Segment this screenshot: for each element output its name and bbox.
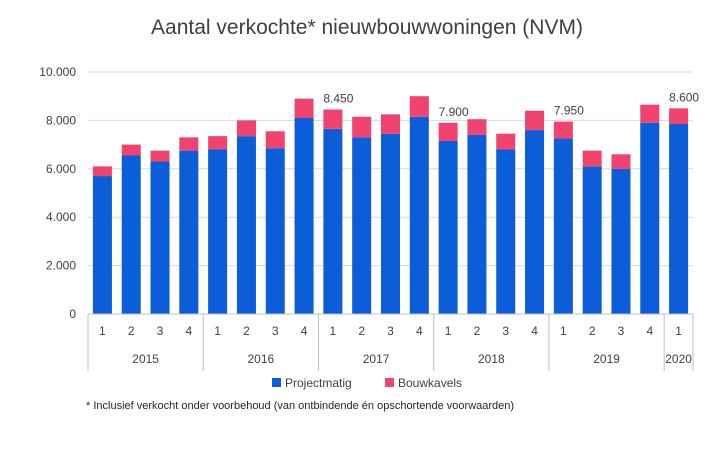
bar-bouwkavels-1 <box>121 144 141 156</box>
bar-bouwkavels-11 <box>409 96 429 117</box>
bar-bouwkavels-14 <box>496 133 516 150</box>
bar-projectmatig-8 <box>323 128 343 314</box>
x-tick-label: 3 <box>618 324 625 338</box>
x-tick-label: 2 <box>358 324 365 338</box>
footnote: * Inclusief verkocht onder voorbehoud (v… <box>86 400 514 412</box>
bar-bouwkavels-8 <box>323 109 343 129</box>
bar-projectmatig-0 <box>92 176 112 314</box>
legend-label-bouwkavels: Bouwkavels <box>398 376 462 390</box>
bar-bouwkavels-12 <box>438 122 458 141</box>
chart-title: Aantal verkochte* nieuwbouwwoningen (NVM… <box>151 16 583 39</box>
year-label-2016: 2016 <box>248 352 275 366</box>
data-label: 8.450 <box>323 92 353 106</box>
bar-projectmatig-19 <box>640 122 660 314</box>
x-tick-label: 1 <box>330 324 337 338</box>
bar-bouwkavels-2 <box>150 150 170 162</box>
year-label-2019: 2019 <box>593 352 620 366</box>
x-tick-label: 2 <box>243 324 250 338</box>
year-label-2017: 2017 <box>363 352 390 366</box>
x-tick-label: 4 <box>416 324 423 338</box>
x-tick-label: 1 <box>560 324 567 338</box>
x-tick-label: 2 <box>474 324 481 338</box>
x-tick-label: 1 <box>445 324 452 338</box>
bar-bouwkavels-6 <box>265 131 285 149</box>
bar-projectmatig-14 <box>496 149 516 314</box>
year-label-2015: 2015 <box>132 352 159 366</box>
bar-bouwkavels-0 <box>92 166 112 177</box>
bar-bouwkavels-15 <box>525 110 545 131</box>
bar-projectmatig-15 <box>525 130 545 314</box>
x-tick-label: 2 <box>589 324 596 338</box>
y-tick-label: 10.000 <box>39 65 76 79</box>
bar-projectmatig-18 <box>611 168 631 314</box>
x-tick-label: 3 <box>272 324 279 338</box>
x-tick-label: 3 <box>387 324 394 338</box>
bar-projectmatig-3 <box>179 150 199 314</box>
bar-projectmatig-17 <box>582 166 602 314</box>
data-label: 8.600 <box>669 90 699 104</box>
bar-bouwkavels-16 <box>553 121 573 139</box>
x-tick-label: 3 <box>502 324 509 338</box>
year-label-2018: 2018 <box>478 352 505 366</box>
y-tick-label: 4.000 <box>46 210 76 224</box>
bar-projectmatig-12 <box>438 140 458 314</box>
x-tick-label: 4 <box>185 324 192 338</box>
x-tick-label: 1 <box>214 324 221 338</box>
bar-bouwkavels-5 <box>236 120 256 137</box>
bar-bouwkavels-7 <box>294 98 314 118</box>
data-labels: 8.450 7.900 7.950 8.600 <box>323 90 699 119</box>
bar-projectmatig-6 <box>265 148 285 314</box>
bar-projectmatig-9 <box>352 137 372 314</box>
bar-projectmatig-20 <box>669 124 689 314</box>
bar-projectmatig-1 <box>121 155 141 314</box>
bar-bouwkavels-18 <box>611 154 631 169</box>
x-tick-label: 4 <box>531 324 538 338</box>
x-tick-label: 3 <box>157 324 164 338</box>
year-label-2020: 2020 <box>665 352 692 366</box>
bars <box>92 96 689 315</box>
bar-bouwkavels-17 <box>582 150 602 167</box>
bar-bouwkavels-10 <box>380 114 401 134</box>
bar-bouwkavels-20 <box>669 108 689 125</box>
x-tick-label: 1 <box>99 324 106 338</box>
y-axis: 0 2.000 4.000 6.000 8.000 10.000 <box>39 65 76 321</box>
bar-bouwkavels-13 <box>467 119 487 135</box>
y-tick-label: 8.000 <box>46 113 76 127</box>
y-tick-label: 2.000 <box>46 259 76 273</box>
x-tick-label: 4 <box>646 324 653 338</box>
bar-projectmatig-16 <box>553 138 573 314</box>
bar-projectmatig-11 <box>409 116 429 315</box>
x-axis: 1 2 3 4 1 2 3 4 1 2 3 4 1 2 3 4 1 2 3 4 1 2015 2016 2017 2018 201… <box>87 313 694 371</box>
bar-bouwkavels-9 <box>352 116 372 138</box>
legend: Projectmatig Bouwkavels <box>272 376 462 390</box>
bar-bouwkavels-19 <box>640 104 660 123</box>
y-tick-label: 6.000 <box>46 162 76 176</box>
bar-bouwkavels-4 <box>208 136 228 150</box>
legend-label-projectmatig: Projectmatig <box>285 376 352 390</box>
x-tick-label: 2 <box>128 324 135 338</box>
data-label: 7.900 <box>439 105 469 119</box>
bar-projectmatig-4 <box>208 149 228 314</box>
bar-projectmatig-10 <box>380 133 401 314</box>
bar-projectmatig-2 <box>150 161 170 314</box>
x-tick-label: 1 <box>675 324 682 338</box>
y-tick-label: 0 <box>69 307 76 321</box>
data-label: 7.950 <box>554 104 584 118</box>
bar-projectmatig-7 <box>294 117 314 314</box>
x-tick-label: 4 <box>301 324 308 338</box>
bar-projectmatig-5 <box>236 136 256 314</box>
legend-swatch-projectmatig <box>272 378 281 387</box>
bar-bouwkavels-3 <box>179 137 199 151</box>
legend-swatch-bouwkavels <box>385 378 394 387</box>
bar-projectmatig-13 <box>467 134 487 314</box>
